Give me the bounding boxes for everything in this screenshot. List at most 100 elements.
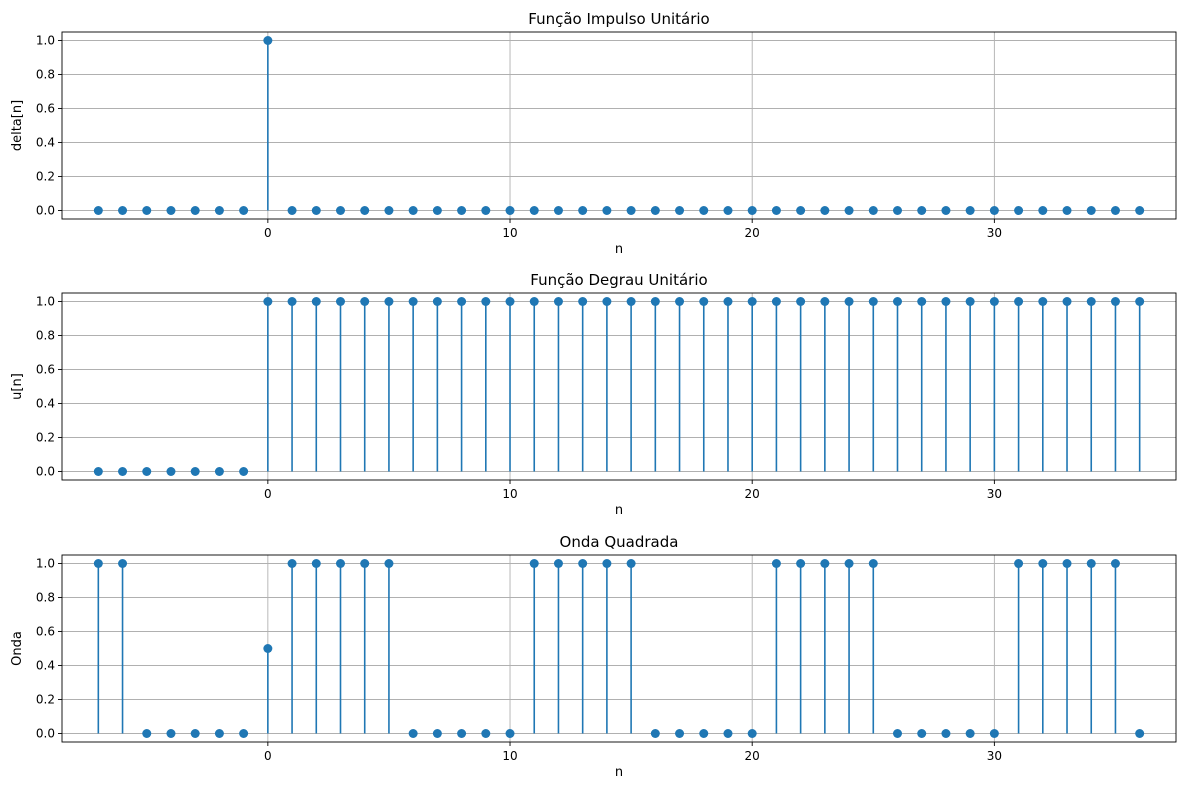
stem-marker [505,297,515,306]
stem-marker [432,297,442,306]
stem-marker [190,467,200,476]
axes-frame [61,292,1177,481]
y-tick-label: 0.4 [36,136,55,150]
stem-marker [771,559,781,568]
y-tick-label: 0.8 [36,329,55,343]
x-axis-label: n [615,765,623,780]
stem-marker [675,729,685,738]
stem-marker [747,297,757,306]
stem-marker [360,559,370,568]
stem-marker [626,297,636,306]
stem-marker [360,297,370,306]
stem-marker [457,729,467,738]
stem-marker [1110,206,1120,215]
stem-marker [723,206,733,215]
stem-marker [239,467,249,476]
stem-marker [1135,729,1145,738]
x-tick-label: 10 [502,226,517,240]
stem-marker [917,206,927,215]
stem-marker [675,297,685,306]
stem-marker [965,729,975,738]
stem-marker [336,559,345,568]
stem-marker [408,206,418,215]
stem-marker [989,297,999,306]
stem-marker [699,729,709,738]
stem-marker [214,467,224,476]
stem-marker [796,297,806,306]
y-tick-label: 0.0 [36,204,55,218]
y-tick-label: 0.0 [36,465,55,479]
stem-marker [214,729,224,738]
stem-marker [602,297,612,306]
x-tick-label: 0 [264,226,272,240]
y-tick-label: 0.6 [36,363,55,377]
stem-marker [263,297,273,306]
stem-marker [432,729,442,738]
stem-marker [820,206,830,215]
stem-marker [384,559,394,568]
stem-marker [408,297,418,306]
stem-marker [1086,206,1096,215]
stem-marker [699,297,709,306]
stem-marker [432,206,442,215]
stem-marker [626,559,636,568]
x-tick-label: 30 [987,487,1002,501]
stem-marker [602,206,612,215]
y-tick-label: 0.2 [36,170,55,184]
x-axis-label: n [615,242,623,257]
stem-marker [820,297,830,306]
stem-marker [93,206,103,215]
stem-marker [239,206,249,215]
stem-marker [1110,559,1120,568]
stem-marker [481,297,491,306]
stem-marker [844,297,854,306]
stem-marker [917,729,927,738]
stem-marker [626,206,636,215]
stem-marker [263,36,273,45]
x-axis-label: n [615,503,623,518]
stem-marker [650,206,660,215]
stem-marker [893,729,902,738]
subplot-3: 0.0 0.2 0.4 0.6 0.8 1.0 0 10 20 30 Onda Quadrada n O… [10,533,1177,780]
y-axis-label: u[n] [10,373,25,400]
stem-marker [723,729,733,738]
stem-marker [1038,297,1048,306]
y-tick-label: 0.8 [36,68,55,82]
y-tick-label: 0.4 [36,659,55,673]
stem-marker [941,729,951,738]
stem-marker [965,297,975,306]
y-tick-label: 1.0 [36,34,55,48]
stem-marker [263,644,273,653]
y-axis-label: delta[n] [10,100,25,151]
y-tick-label: 0.2 [36,693,55,707]
stem-marker [1038,559,1048,568]
stem-marker [311,206,321,215]
stem-marker [336,206,345,215]
stem-marker [553,206,563,215]
stem-marker [553,297,563,306]
stem-marker [190,206,200,215]
stem-marker [1135,206,1145,215]
x-tick-label: 20 [745,749,760,763]
stem-marker [93,559,103,568]
axes-frame [61,31,1177,220]
stem-marker [287,559,297,568]
stem-marker [893,297,902,306]
subplot-2: 0.0 0.2 0.4 0.6 0.8 1.0 0 10 20 30 Função Degrau U… [10,271,1177,518]
stem-marker [578,206,588,215]
y-tick-label: 0.2 [36,431,55,445]
stem-marker [650,297,660,306]
stem-marker [868,206,878,215]
stem-marker [1062,206,1072,215]
stem-marker [771,206,781,215]
stem-marker [93,467,103,476]
stem-marker [553,559,563,568]
stem-marker [941,297,951,306]
stem-marker [578,297,588,306]
stem-marker [941,206,951,215]
stem-marker [747,206,757,215]
stem-marker [1038,206,1048,215]
stem-marker [1062,559,1072,568]
stem-marker [360,206,370,215]
